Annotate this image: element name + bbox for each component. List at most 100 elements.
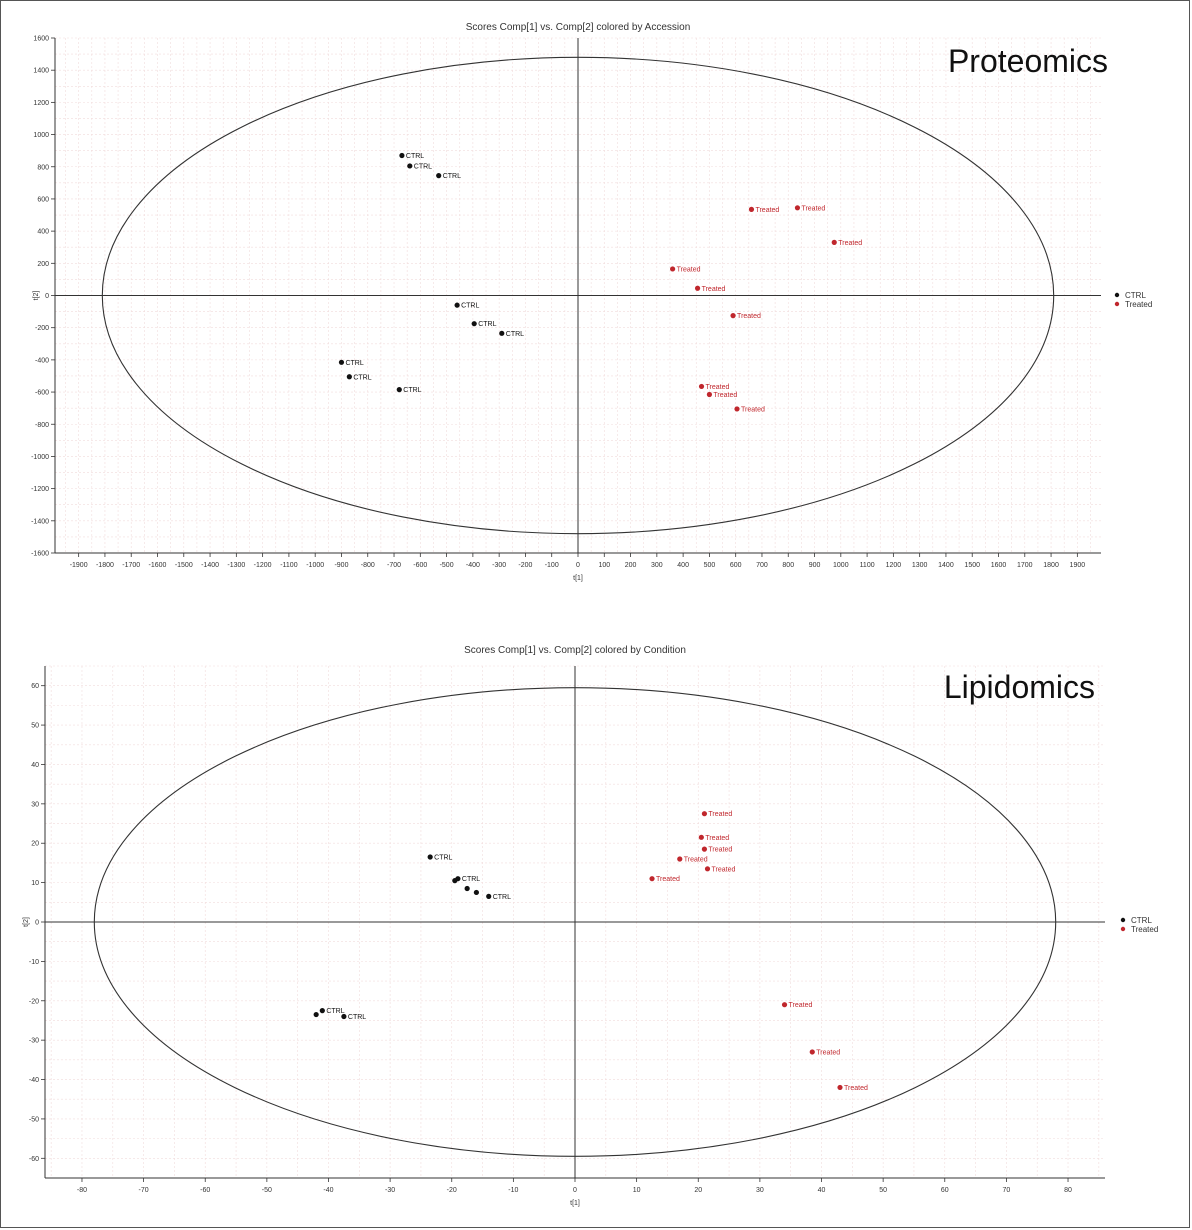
data-point-label: CTRL (462, 876, 480, 883)
x-tick-label: -1700 (122, 562, 140, 569)
x-tick-label: 80 (1064, 1187, 1072, 1194)
data-point (454, 302, 460, 308)
y-tick-label: 50 (31, 723, 39, 730)
x-tick-label: -1100 (280, 562, 297, 569)
x-tick-label: -40 (323, 1187, 333, 1194)
data-point (471, 321, 477, 327)
x-tick-label: 900 (809, 562, 821, 569)
data-point-label: Treated (755, 207, 779, 214)
data-point-label: Treated (712, 866, 736, 873)
x-tick-label: -200 (518, 562, 532, 569)
y-tick-label: 60 (31, 683, 39, 690)
x-tick-label: 600 (730, 562, 742, 569)
y-tick-label: 600 (37, 196, 49, 203)
x-tick-label: 1500 (964, 562, 980, 569)
x-tick-label: -100 (545, 562, 559, 569)
x-tick-label: 500 (704, 562, 716, 569)
y-tick-label: -1000 (31, 454, 49, 461)
y-axis-label: t[2] (23, 917, 30, 927)
data-point (698, 383, 705, 390)
x-tick-label: -1600 (149, 562, 167, 569)
data-point (748, 206, 755, 212)
x-tick-label: -50 (262, 1187, 272, 1194)
y-tick-label: -10 (29, 959, 39, 966)
data-point-label: Treated (705, 835, 729, 842)
y-tick-label: -30 (29, 1038, 39, 1045)
y-tick-label: 1200 (33, 100, 49, 107)
data-point (809, 1049, 815, 1055)
x-tick-label: -70 (139, 1187, 149, 1194)
data-point (734, 406, 740, 412)
x-tick-label: 100 (598, 562, 610, 569)
y-tick-label: -1600 (31, 551, 49, 558)
legend-marker (1120, 917, 1126, 923)
y-tick-label: -40 (29, 1077, 39, 1084)
x-tick-label: -10 (508, 1187, 518, 1194)
confidence-ellipse (101, 56, 1055, 535)
x-tick-label: 1200 (886, 562, 902, 569)
data-point-label: CTRL (345, 360, 363, 367)
y-tick-label: 20 (31, 841, 39, 848)
chart-panel-2: -80 -70 -60 -50 -40 -30 -20 -10 0 10 20 30 40 50 60 70 8… (23, 645, 1158, 1207)
chart-title: Scores Comp[1] vs. Comp[2] colored by Ac… (466, 22, 691, 33)
chart-title: Scores Comp[1] vs. Comp[2] colored by Co… (464, 645, 686, 656)
x-tick-label: -500 (440, 562, 454, 569)
x-tick-label: 1600 (991, 562, 1007, 569)
x-tick-label: 1300 (912, 562, 928, 569)
data-point-label: Treated (656, 876, 680, 883)
overlay-label: Proteomics (948, 43, 1108, 79)
data-point (319, 1008, 325, 1014)
data-point-label: CTRL (478, 321, 496, 328)
data-point (346, 374, 352, 380)
x-tick-label: 1900 (1070, 562, 1086, 569)
legend-marker (1114, 301, 1120, 307)
x-tick-label: 1800 (1043, 562, 1059, 569)
y-tick-label: 400 (37, 229, 49, 236)
x-tick-label: -60 (200, 1187, 210, 1194)
data-point-label: CTRL (506, 331, 524, 338)
y-tick-label: -60 (29, 1156, 39, 1163)
y-tick-label: -1400 (31, 518, 49, 525)
x-tick-label: -20 (447, 1187, 457, 1194)
x-tick-label: -1200 (254, 562, 272, 569)
data-point-label: Treated (816, 1049, 840, 1056)
x-tick-label: -1800 (96, 562, 114, 569)
y-tick-label: 10 (31, 880, 39, 887)
y-tick-label: -800 (35, 422, 49, 429)
y-tick-label: 1400 (33, 68, 49, 75)
data-point (436, 173, 442, 179)
y-tick-label: -50 (29, 1116, 39, 1123)
y-tick-label: 1000 (33, 132, 49, 139)
x-tick-label: -700 (387, 562, 401, 569)
x-tick-label: 800 (782, 562, 794, 569)
x-tick-label: 1700 (1017, 562, 1033, 569)
confidence-ellipse (93, 687, 1057, 1157)
data-point (427, 854, 433, 860)
y-tick-label: 1600 (33, 36, 49, 43)
data-point (730, 313, 736, 319)
x-tick-label: -30 (385, 1187, 395, 1194)
data-point-label: CTRL (406, 153, 424, 160)
data-point-label: Treated (713, 392, 737, 399)
data-point (694, 285, 701, 291)
data-point (794, 205, 801, 211)
x-tick-label: -300 (492, 562, 506, 569)
data-point-label: Treated (702, 286, 726, 293)
data-point (698, 834, 704, 840)
series-ctrl: CTRL CTRL CTRL CTRL CTRL (313, 854, 511, 1021)
x-tick-label: -80 (77, 1187, 87, 1194)
data-point (473, 889, 479, 896)
x-tick-label: 0 (573, 1187, 577, 1194)
x-tick-label: 1400 (938, 562, 954, 569)
x-tick-label: -900 (334, 562, 348, 569)
legend-entry: CTRL (1131, 916, 1152, 925)
x-tick-label: 20 (694, 1187, 702, 1194)
x-tick-label: 300 (651, 562, 663, 569)
x-tick-label: -1500 (175, 562, 193, 569)
x-axis-label: t[1] (573, 575, 583, 582)
data-point (396, 387, 402, 393)
